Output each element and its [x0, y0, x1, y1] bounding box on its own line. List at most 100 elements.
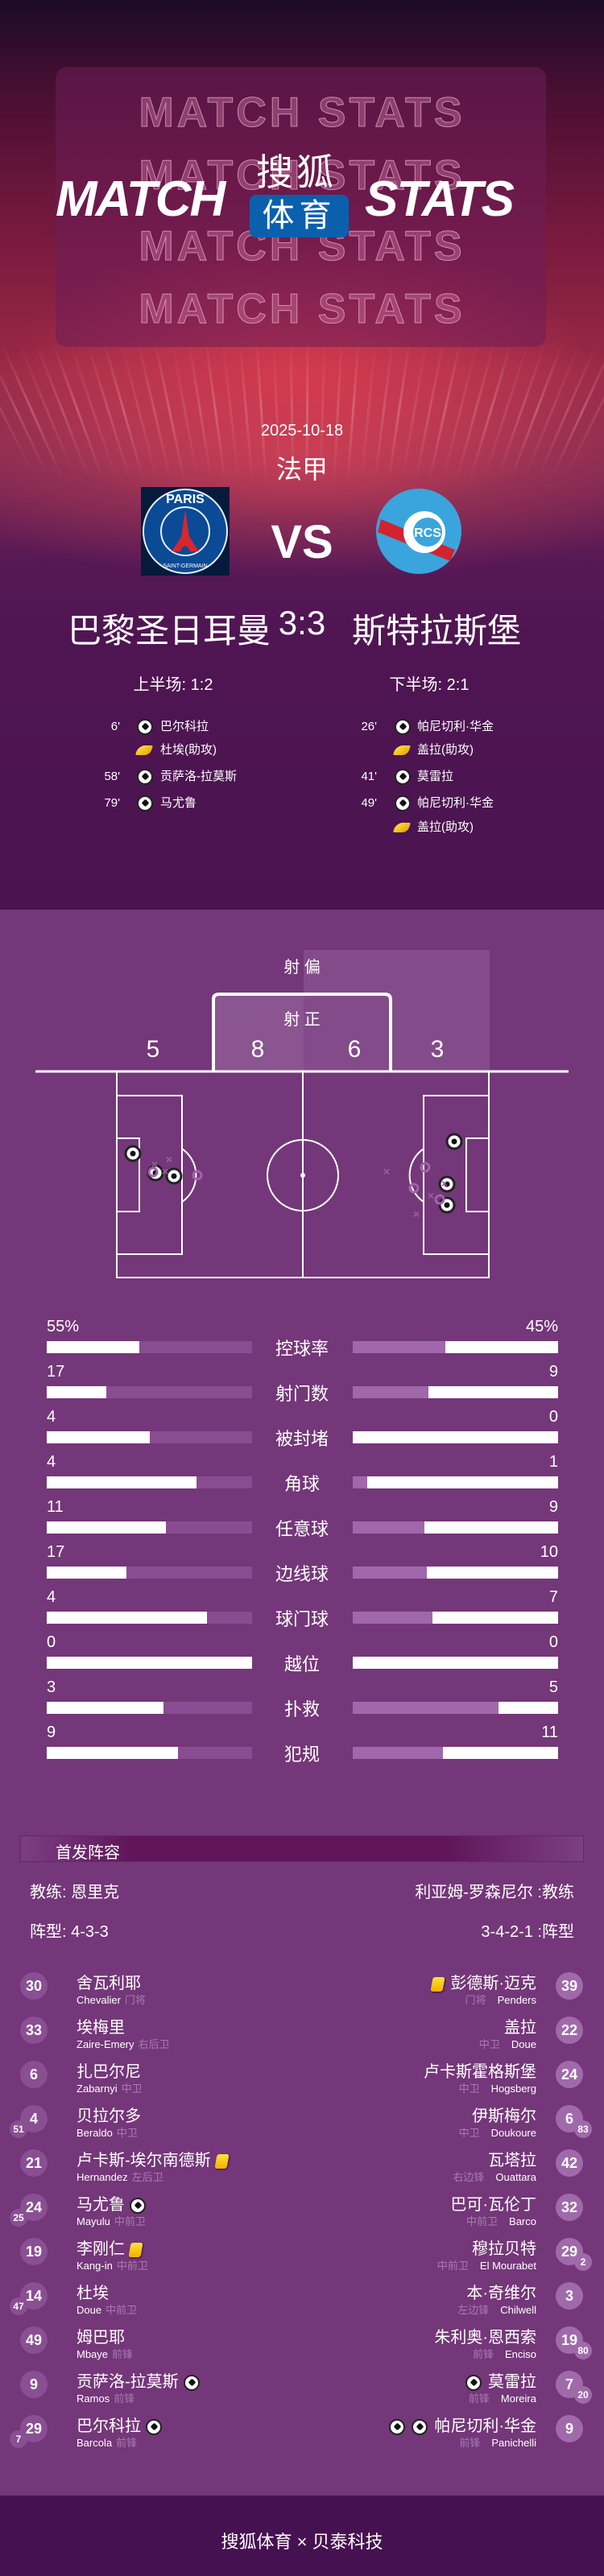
lineup-title: 首发阵容 [56, 1844, 120, 1862]
away-on-target: 6 [347, 1036, 362, 1063]
player-position: 中前卫 [114, 2215, 146, 2227]
lineup-header: 首发阵容 [20, 1835, 584, 1862]
player-position: 前锋 [459, 2437, 481, 2449]
player-english-name: Mayulu [77, 2215, 110, 2227]
first-half-score: 上半场: 1:2 [133, 676, 213, 694]
stat-away-bar-fill [353, 1747, 444, 1759]
shot-map: ××× ×××× [35, 950, 569, 1278]
player-name: 李刚仁 [77, 2240, 125, 2258]
event-icon [392, 741, 412, 760]
stat-home-value: 55% [47, 1318, 80, 1335]
player-number: 33 [20, 2017, 48, 2044]
player-name-row: 本·奇维尔 [466, 2284, 536, 2303]
player-english-name: Kang-in [77, 2260, 113, 2272]
missed-shot-marker: × [428, 1189, 434, 1202]
player-number: 9 [20, 2371, 48, 2398]
player-name-row: 瓦塔拉 [488, 2151, 536, 2170]
stat-away-value: 11 [541, 1724, 558, 1741]
player-name-row: 卢卡斯霍格斯堡 [424, 2062, 536, 2082]
home-off-target: 5 [146, 1036, 160, 1063]
event-text: 巴尔科拉 [160, 720, 209, 733]
player-name-row: 姆巴耶 [77, 2328, 125, 2347]
title-stats: STATS [365, 171, 515, 227]
stat-home-bar [47, 1612, 252, 1624]
stat-away-value: 0 [548, 1633, 558, 1651]
yellow-card-icon [430, 1976, 445, 1992]
event-minute: 79' [104, 796, 120, 810]
goal-ball-icon [137, 719, 153, 736]
assist-boot-icon [392, 745, 412, 756]
player-position: 右后卫 [138, 2038, 170, 2050]
final-score: 3:3 [278, 604, 326, 642]
stat-home-bar-fill [47, 1702, 164, 1714]
stat-away-value: 1 [548, 1453, 558, 1471]
saved-shot-marker [408, 1183, 420, 1194]
player-name-row: 埃梅里 [77, 2018, 125, 2037]
home-formation: 阵型: 4-3-3 [30, 1923, 109, 1941]
home-on-target-area [212, 994, 304, 1071]
home-team-logo: PARIS SAINT-GERMAIN [141, 487, 230, 576]
stat-home-bar-fill [47, 1476, 197, 1488]
event-icon [137, 794, 153, 813]
player-name-row: 舍瓦利耶 [77, 1974, 141, 1993]
player-position: 中卫 [458, 2127, 480, 2139]
event-text: 马尤鲁 [160, 796, 197, 810]
player-name: 巴尔科拉 [77, 2417, 141, 2435]
home-on-target: 8 [250, 1036, 265, 1063]
goal-shot-marker-center [130, 1150, 136, 1157]
missed-shot-marker: × [441, 1177, 448, 1190]
away-formation: 3-4-2-1 :阵型 [481, 1923, 574, 1941]
stat-home-value: 11 [47, 1498, 64, 1516]
event-icon [392, 818, 412, 837]
goal-ball-icon [183, 2374, 200, 2391]
goal-frame [212, 993, 392, 1071]
player-name: 卢卡斯-埃尔南德斯 [77, 2152, 211, 2169]
player-number: 14 [20, 2282, 48, 2310]
home-team-name: 巴黎圣日耳曼 [67, 612, 271, 650]
brand-logo-text: 搜狐 [256, 151, 337, 194]
player-english-name: Doue [511, 2038, 536, 2050]
player-name: 朱利奥·恩西索 [434, 2329, 536, 2347]
player-info: 中卫 Doue [479, 2038, 536, 2051]
player-number: 3 [556, 2282, 583, 2310]
away-team-logo: RCS [376, 489, 461, 574]
yellow-card-icon [128, 2242, 143, 2257]
player-english-name: Chevalier [77, 1994, 121, 2006]
away-team-name: 斯特拉斯堡 [351, 612, 521, 650]
off-target-label: 射 偏 [283, 959, 321, 976]
stat-home-bar [47, 1386, 252, 1398]
assist-boot-icon [134, 745, 154, 756]
saved-shot-marker [434, 1194, 445, 1205]
player-name-row: 莫雷拉 [465, 2372, 536, 2392]
player-english-name: Ouattara [495, 2171, 536, 2183]
player-name-row: 巴尔科拉 [77, 2417, 162, 2436]
goal-shot-marker-center [444, 1181, 450, 1187]
player-english-name: Moreira [500, 2392, 536, 2405]
league-name: 法甲 [275, 455, 328, 484]
event-text: 盖拉(助攻) [417, 820, 474, 834]
player-number: 30 [20, 1972, 48, 2000]
event-text: 盖拉(助攻) [417, 743, 474, 757]
event-icon [395, 767, 411, 786]
goal-shot-marker-center [171, 1173, 177, 1179]
goal-ball-icon [465, 2374, 482, 2391]
stat-home-bar-fill [47, 1386, 106, 1398]
player-name: 巴可·瓦伦丁 [450, 2196, 536, 2214]
stat-away-bar [353, 1567, 558, 1579]
stat-away-bar [353, 1341, 558, 1353]
goal-ball-icon [137, 769, 153, 786]
stat-home-value: 3 [47, 1678, 56, 1696]
stat-away-bar [353, 1657, 558, 1669]
saved-shot-marker [147, 1166, 159, 1178]
player-position: 中前卫 [116, 2260, 148, 2272]
goal-shot-marker-center [444, 1202, 450, 1208]
event-minute: 26' [361, 720, 377, 733]
assist-boot-icon [392, 823, 412, 833]
substitution-minute: 20 [574, 2386, 592, 2404]
away-coach: 利亚姆-罗森尼尔 :教练 [415, 1884, 574, 1901]
player-name: 埃梅里 [77, 2019, 125, 2037]
player-name: 本·奇维尔 [466, 2285, 536, 2302]
stat-away-value: 0 [548, 1408, 558, 1426]
svg-text:RCS: RCS [414, 526, 441, 540]
missed-shot-marker: × [383, 1165, 390, 1178]
